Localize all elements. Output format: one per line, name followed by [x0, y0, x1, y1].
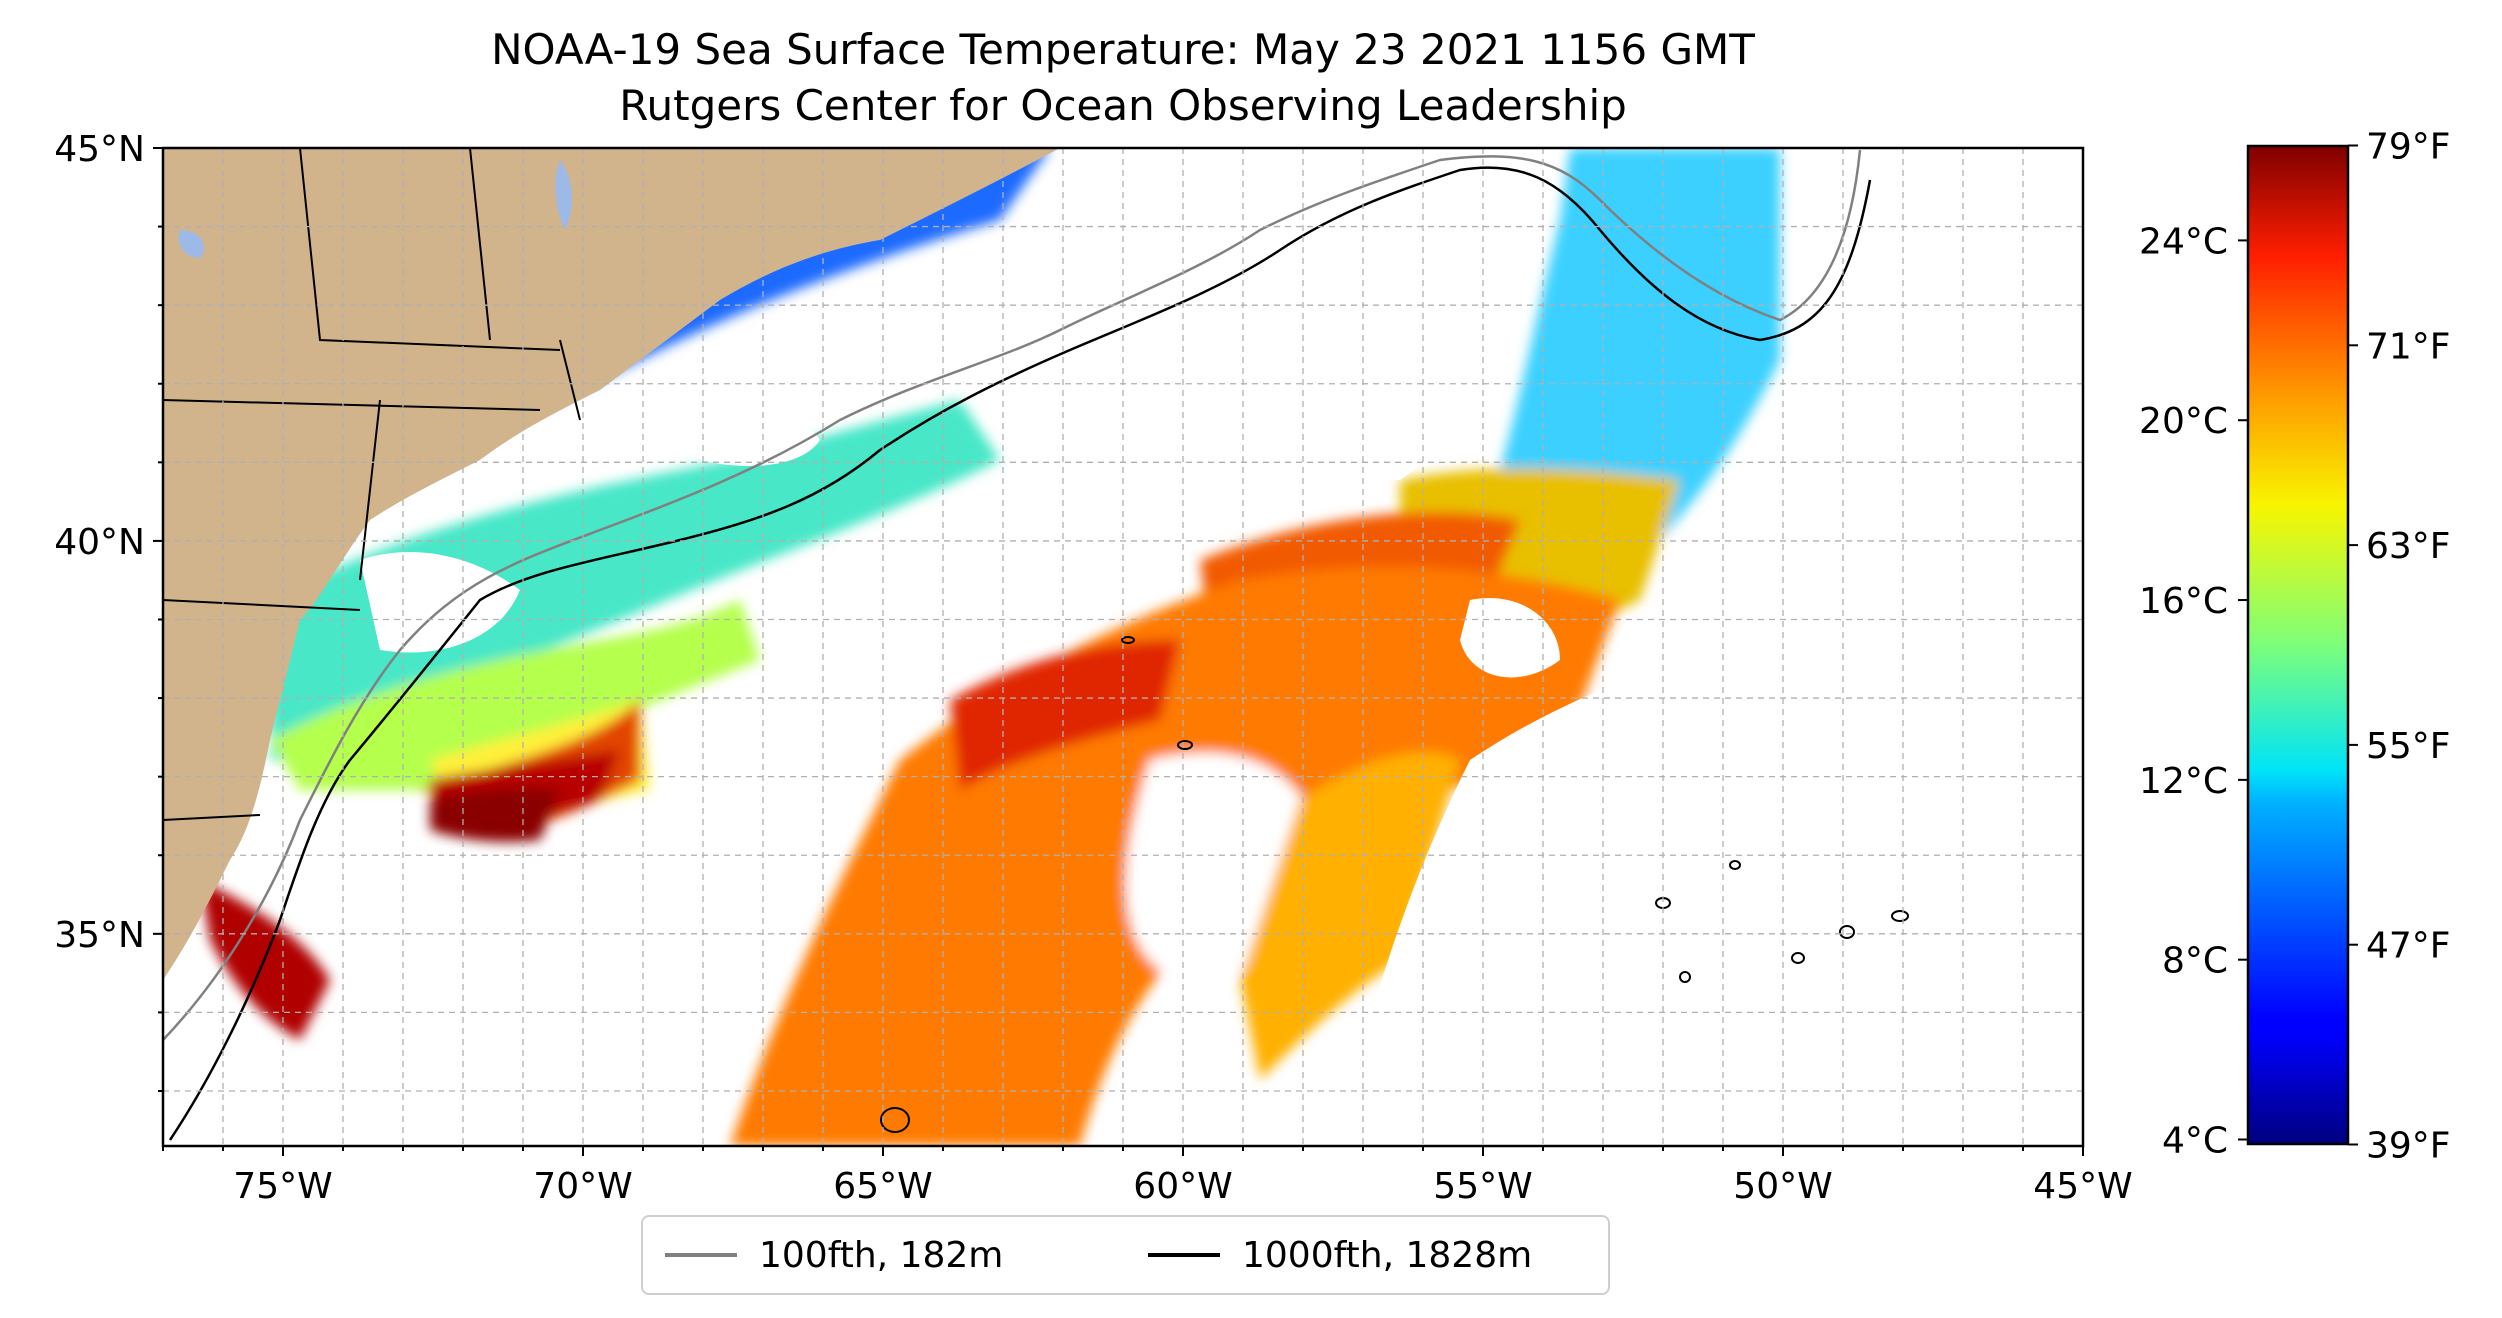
fahrenheit-tick-label: 79°F: [2366, 127, 2451, 168]
lon-tick-label: 65°W: [833, 1166, 932, 1207]
celsius-tick-label: 8°C: [2162, 941, 2228, 982]
lon-tick-label: 50°W: [1733, 1166, 1832, 1207]
celsius-tick-label: 20°C: [2139, 401, 2228, 442]
contour-1000fth: [168, 166, 1872, 1141]
legend-item-100fth: 100fth, 182m: [665, 1217, 1003, 1293]
legend: 100fth, 182m 1000fth, 1828m: [641, 1215, 1610, 1295]
lon-tick-label: 70°W: [533, 1166, 632, 1207]
lon-tick-label: 60°W: [1133, 1166, 1232, 1207]
fahrenheit-tick-label: 55°F: [2366, 726, 2451, 767]
legend-label-1000fth: 1000fth, 1828m: [1242, 1234, 1533, 1276]
legend-item-1000fth: 1000fth, 1828m: [1148, 1217, 1532, 1293]
fahrenheit-tick-label: 71°F: [2366, 326, 2451, 367]
lon-tick-label: 45°W: [2033, 1166, 2132, 1207]
lon-tick-label: 55°W: [1433, 1166, 1532, 1207]
lat-tick-label: 35°N: [54, 915, 145, 956]
celsius-tick-label: 4°C: [2162, 1121, 2228, 1162]
land-mass: [163, 148, 1060, 980]
celsius-tick-label: 16°C: [2139, 581, 2228, 622]
fahrenheit-tick-label: 47°F: [2366, 926, 2451, 967]
legend-label-100fth: 100fth, 182m: [759, 1234, 1004, 1276]
contour-100fth: [163, 149, 1862, 1041]
celsius-tick-label: 24°C: [2139, 221, 2228, 262]
map-axis-ticks: 75°W 70°W 65°W 60°W 55°W 50°W 45°W 45°N 40°N 35°N: [54, 129, 2132, 1207]
fahrenheit-tick-label: 39°F: [2366, 1125, 2451, 1166]
lakes: [178, 160, 572, 258]
colorbar: [2246, 144, 2350, 1146]
legend-swatch-100fth: [665, 1253, 737, 1257]
chart-subtitle: Rutgers Center for Ocean Observing Leade…: [619, 81, 1627, 130]
celsius-tick-label: 12°C: [2139, 761, 2228, 802]
state-borders: [163, 148, 581, 821]
lat-tick-label: 45°N: [54, 129, 145, 170]
no-data-mask: [300, 148, 2083, 1146]
lat-tick-label: 40°N: [54, 522, 145, 563]
map-gridlines: [163, 148, 2083, 1146]
fahrenheit-tick-label: 63°F: [2366, 526, 2451, 567]
chart-title: NOAA-19 Sea Surface Temperature: May 23 …: [491, 25, 1755, 74]
colorbar-ticks: 4°C 8°C 12°C 16°C 20°C 24°C 39°F 47°F 55°F 63°F 71…: [2139, 127, 2450, 1167]
legend-swatch-1000fth: [1148, 1253, 1220, 1257]
lon-tick-label: 75°W: [233, 1166, 332, 1207]
seamounts: [880, 636, 1909, 1133]
